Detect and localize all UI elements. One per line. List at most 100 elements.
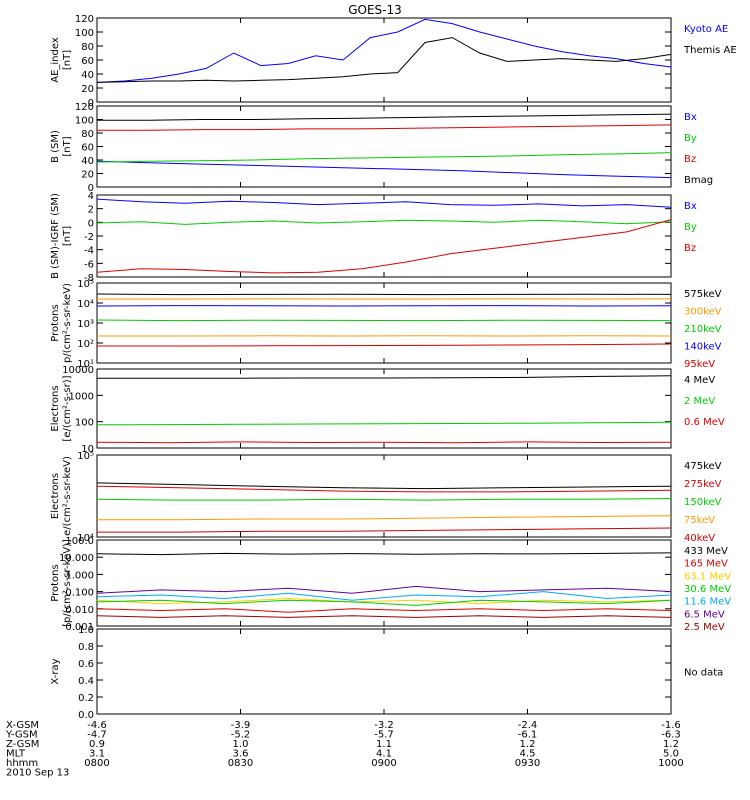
panel-electrons2: 10⁴ 10⁵ Electrons e/(cm²-s-sr-keV) 475keV 275…: [50, 451, 722, 544]
y-axis-label: AE_index: [50, 37, 61, 83]
panel-ae: 0 20 40 60 80 100 120 AE_index [nT] Kyoto AE Themi…: [50, 14, 737, 109]
ephemeris-label: hhmm: [6, 758, 38, 769]
y-tick-label: 40: [81, 156, 94, 167]
series-line-protons1-2: [96, 319, 672, 322]
no-data-label: No data: [684, 668, 723, 679]
ephemeris-value: 3.1: [89, 749, 105, 760]
y-tick-label: 120: [75, 102, 94, 113]
legend-entry: Bmag: [684, 175, 713, 186]
legend-entry: 95keV: [684, 359, 715, 370]
ephemeris-value: 1.1: [376, 739, 392, 750]
y-tick-label: 40: [81, 70, 94, 81]
y-axis-label: B (SM)-IGRF (SM): [50, 193, 61, 279]
series-line-electrons2-0: [96, 482, 672, 490]
legend-entry: Bz: [684, 154, 696, 165]
y-tick-label: 10³: [77, 319, 94, 330]
y-tick-label: 120: [75, 14, 94, 25]
y-axis-label: Protons: [50, 304, 61, 341]
y-tick-label: -2: [84, 232, 94, 243]
series-line-protons2-6: [96, 615, 672, 618]
legend-entry: 63.1 MeV: [684, 571, 731, 582]
ephemeris-value: 0930: [515, 758, 540, 769]
series-line-protons2-4: [96, 591, 672, 601]
legend-entry: Bz: [684, 243, 696, 254]
legend-entry: 4 MeV: [684, 375, 715, 386]
ephemeris-value: -4.6: [87, 720, 107, 731]
legend-entry: 275keV: [684, 479, 722, 490]
y-axis-label: Electrons: [50, 473, 61, 519]
y-tick-label: 10000: [62, 365, 94, 376]
y-tick-label: 0: [88, 98, 94, 109]
y-tick-label: 0.100: [65, 588, 94, 599]
ephemeris-value: -1.6: [661, 720, 681, 731]
series-line-protons1-4: [97, 343, 672, 347]
y-tick-label: 100: [75, 28, 94, 39]
series-line-bdiff-1: [96, 219, 672, 225]
legend-entry: 210keV: [684, 324, 722, 335]
y-axis-label: [nT]: [62, 50, 73, 70]
panel-bfield: 0 20 40 60 80 100 120 B (SM) [nT] Bx By Bz Bmag: [50, 102, 713, 194]
y-axis-label: [p/(cm²-s-sr-keV)]: [62, 539, 73, 627]
ephemeris-label: Z-GSM: [6, 739, 39, 750]
series-line-ae-0: [96, 18, 672, 83]
series-line-bfield-1: [96, 152, 672, 163]
series-line-electrons2-4: [97, 527, 672, 533]
ephemeris-value: 0800: [84, 758, 109, 769]
y-tick-label: 20: [81, 84, 94, 95]
y-tick-label: -4: [84, 246, 94, 257]
series-line-protons2-1: [96, 608, 672, 613]
legend-entry: 575keV: [684, 289, 722, 300]
y-tick-label: 1.0: [78, 625, 94, 636]
series-line-bdiff-0: [96, 198, 672, 208]
ephemeris-value: 1.0: [233, 739, 249, 750]
legend-entry: 30.6 MeV: [684, 584, 731, 595]
legend-entry: 11.6 MeV: [684, 597, 731, 608]
date-label: 2010 Sep 13: [6, 768, 69, 779]
y-tick-label: 10⁴: [77, 299, 94, 310]
panel-frame: [96, 454, 672, 538]
y-tick-label: 0.010: [65, 605, 94, 616]
y-tick-label: 10²: [77, 339, 94, 350]
chart-title: GOES-13: [348, 3, 402, 17]
y-tick-label: -6: [84, 259, 94, 270]
legend-entry: Bx: [684, 112, 697, 123]
series-line-protons2-3: [96, 599, 672, 606]
legend-entry: 0.6 MeV: [684, 417, 725, 428]
series-line-electrons1-2: [96, 441, 672, 444]
y-tick-label: 0.001: [65, 622, 94, 633]
y-tick-label: 10: [81, 444, 94, 455]
y-axis-label: B (SM): [50, 130, 61, 163]
legend-entry: Kyoto AE: [684, 24, 728, 35]
ephemeris-value: 0.9: [89, 739, 105, 750]
ephemeris-value: -3.9: [231, 720, 251, 731]
ephemeris-label: MLT: [6, 749, 26, 760]
panel-xray: 0.0 0.2 0.4 0.6 0.8 1.0 X-ray No data: [50, 625, 723, 721]
series-line-ae-1: [96, 37, 672, 83]
y-tick-label: 20: [81, 170, 94, 181]
series-line-bfield-0: [96, 160, 672, 179]
legend-entry: 140keV: [684, 342, 722, 353]
ephemeris-value: 0900: [371, 758, 396, 769]
legend-entry: 150keV: [684, 497, 722, 508]
legend-entry: 40keV: [684, 533, 715, 544]
y-tick-label: 0.8: [78, 642, 94, 653]
y-tick-label: 80: [81, 129, 94, 140]
ephemeris-value: -6.1: [518, 730, 538, 741]
ephemeris-label: X-GSM: [6, 720, 39, 731]
series-line-protons2-2: [96, 597, 672, 605]
panel-frame: [96, 194, 672, 278]
y-tick-label: 100: [75, 418, 94, 429]
legend-entry: 475keV: [684, 461, 722, 472]
series-line-bdiff-2: [96, 219, 672, 274]
y-axis-label: p/(cm²-s-sr-keV): [62, 283, 73, 363]
legend-entry: Bx: [684, 201, 697, 212]
ephemeris-value: -6.3: [661, 730, 681, 741]
y-tick-label: 100: [75, 116, 94, 127]
series-line-protons2-0: [96, 552, 672, 556]
legend-entry: 75keV: [684, 515, 715, 526]
y-tick-label: 10⁴: [77, 533, 94, 544]
legend-entry: By: [684, 133, 697, 144]
y-axis-label: e/(cm²-s-sr-keV): [62, 456, 73, 536]
ephemeris-value: 3.6: [233, 749, 249, 760]
y-tick-label: 0.4: [78, 676, 94, 687]
